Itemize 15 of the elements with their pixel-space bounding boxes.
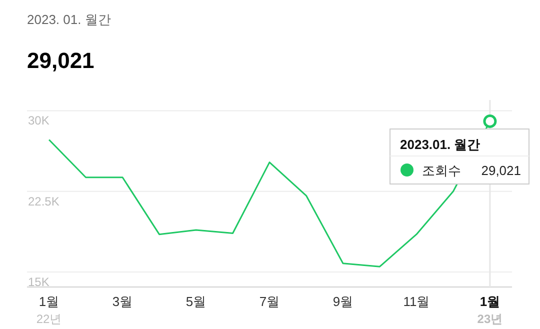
- y-tick-label: 30K: [28, 114, 50, 128]
- x-tick-label: 9월: [332, 294, 354, 309]
- legend-label: 조회수: [422, 163, 461, 178]
- chart-title: 2023. 01. 월간: [27, 12, 111, 27]
- x-tick-label: 7월: [259, 294, 280, 309]
- x-tick-label: 11월: [403, 294, 430, 309]
- text: 29,021: [481, 163, 521, 178]
- x-tick-label: 5월: [186, 294, 206, 309]
- text: 29,021: [27, 48, 94, 73]
- y-tick-label: 22.5K: [28, 194, 60, 208]
- x-tick-label: 1월 23년: [477, 294, 503, 326]
- legend-title: 2023.01. 월간: [400, 137, 480, 152]
- x-tick-label: 3월: [112, 294, 133, 309]
- y-tick-label: 15K: [28, 274, 50, 289]
- x-tick-label: 1월 22년: [36, 294, 62, 326]
